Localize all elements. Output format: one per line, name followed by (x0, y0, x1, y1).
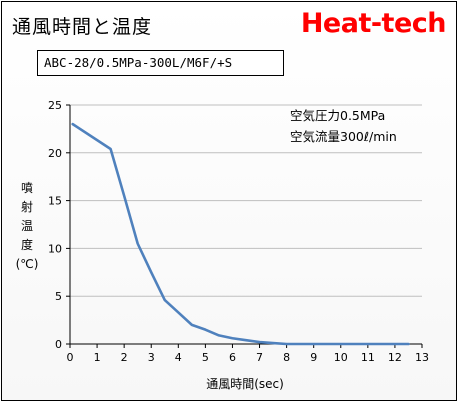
x-tick-label-6: 6 (229, 351, 236, 364)
x-tick-label-0: 0 (67, 351, 74, 364)
x-tick-label-4: 4 (175, 351, 182, 364)
y-tick-label-20: 20 (48, 147, 62, 160)
x-tick-label-1: 1 (94, 351, 101, 364)
y-tick-label-10: 10 (48, 242, 62, 255)
x-tick-label-2: 2 (121, 351, 128, 364)
annotation-flow: 空気流量300ℓ/min (290, 129, 397, 144)
gridlines (70, 104, 422, 297)
x-tick-label-9: 9 (310, 351, 317, 364)
chart-title: 通風時間と温度 (12, 16, 153, 38)
brand-logo: Heat-tech (300, 8, 447, 39)
model-label: ABC-28/0.5MPa-300L/M6F/+S (37, 50, 284, 76)
y-axis-label-char-4: (℃) (16, 257, 39, 271)
y-tick-label-0: 0 (55, 338, 62, 351)
y-tick-label-5: 5 (55, 290, 62, 303)
x-tick-label-10: 10 (334, 351, 348, 364)
series-layer (71, 122, 410, 346)
x-tick-label-13: 13 (415, 351, 429, 364)
x-tick-label-12: 12 (388, 351, 402, 364)
y-tick-label-15: 15 (48, 195, 62, 208)
x-axis-label: 通風時間(sec) (206, 377, 284, 391)
y-axis-label-char-0: 噴 (21, 181, 33, 195)
series-line-0 (71, 122, 410, 346)
y-axis-label-char-2: 温 (21, 219, 33, 233)
x-tick-label-8: 8 (283, 351, 290, 364)
annotation-pressure: 空気圧力0.5MPa (290, 108, 385, 123)
x-tick-label-3: 3 (148, 351, 155, 364)
y-axis-label-char-1: 射 (21, 199, 33, 214)
y-tick-label-25: 25 (48, 99, 62, 112)
y-axis-label-char-3: 度 (21, 237, 33, 252)
x-tick-label-5: 5 (202, 351, 209, 364)
x-tick-label-7: 7 (256, 351, 263, 364)
x-tick-label-11: 11 (361, 351, 375, 364)
